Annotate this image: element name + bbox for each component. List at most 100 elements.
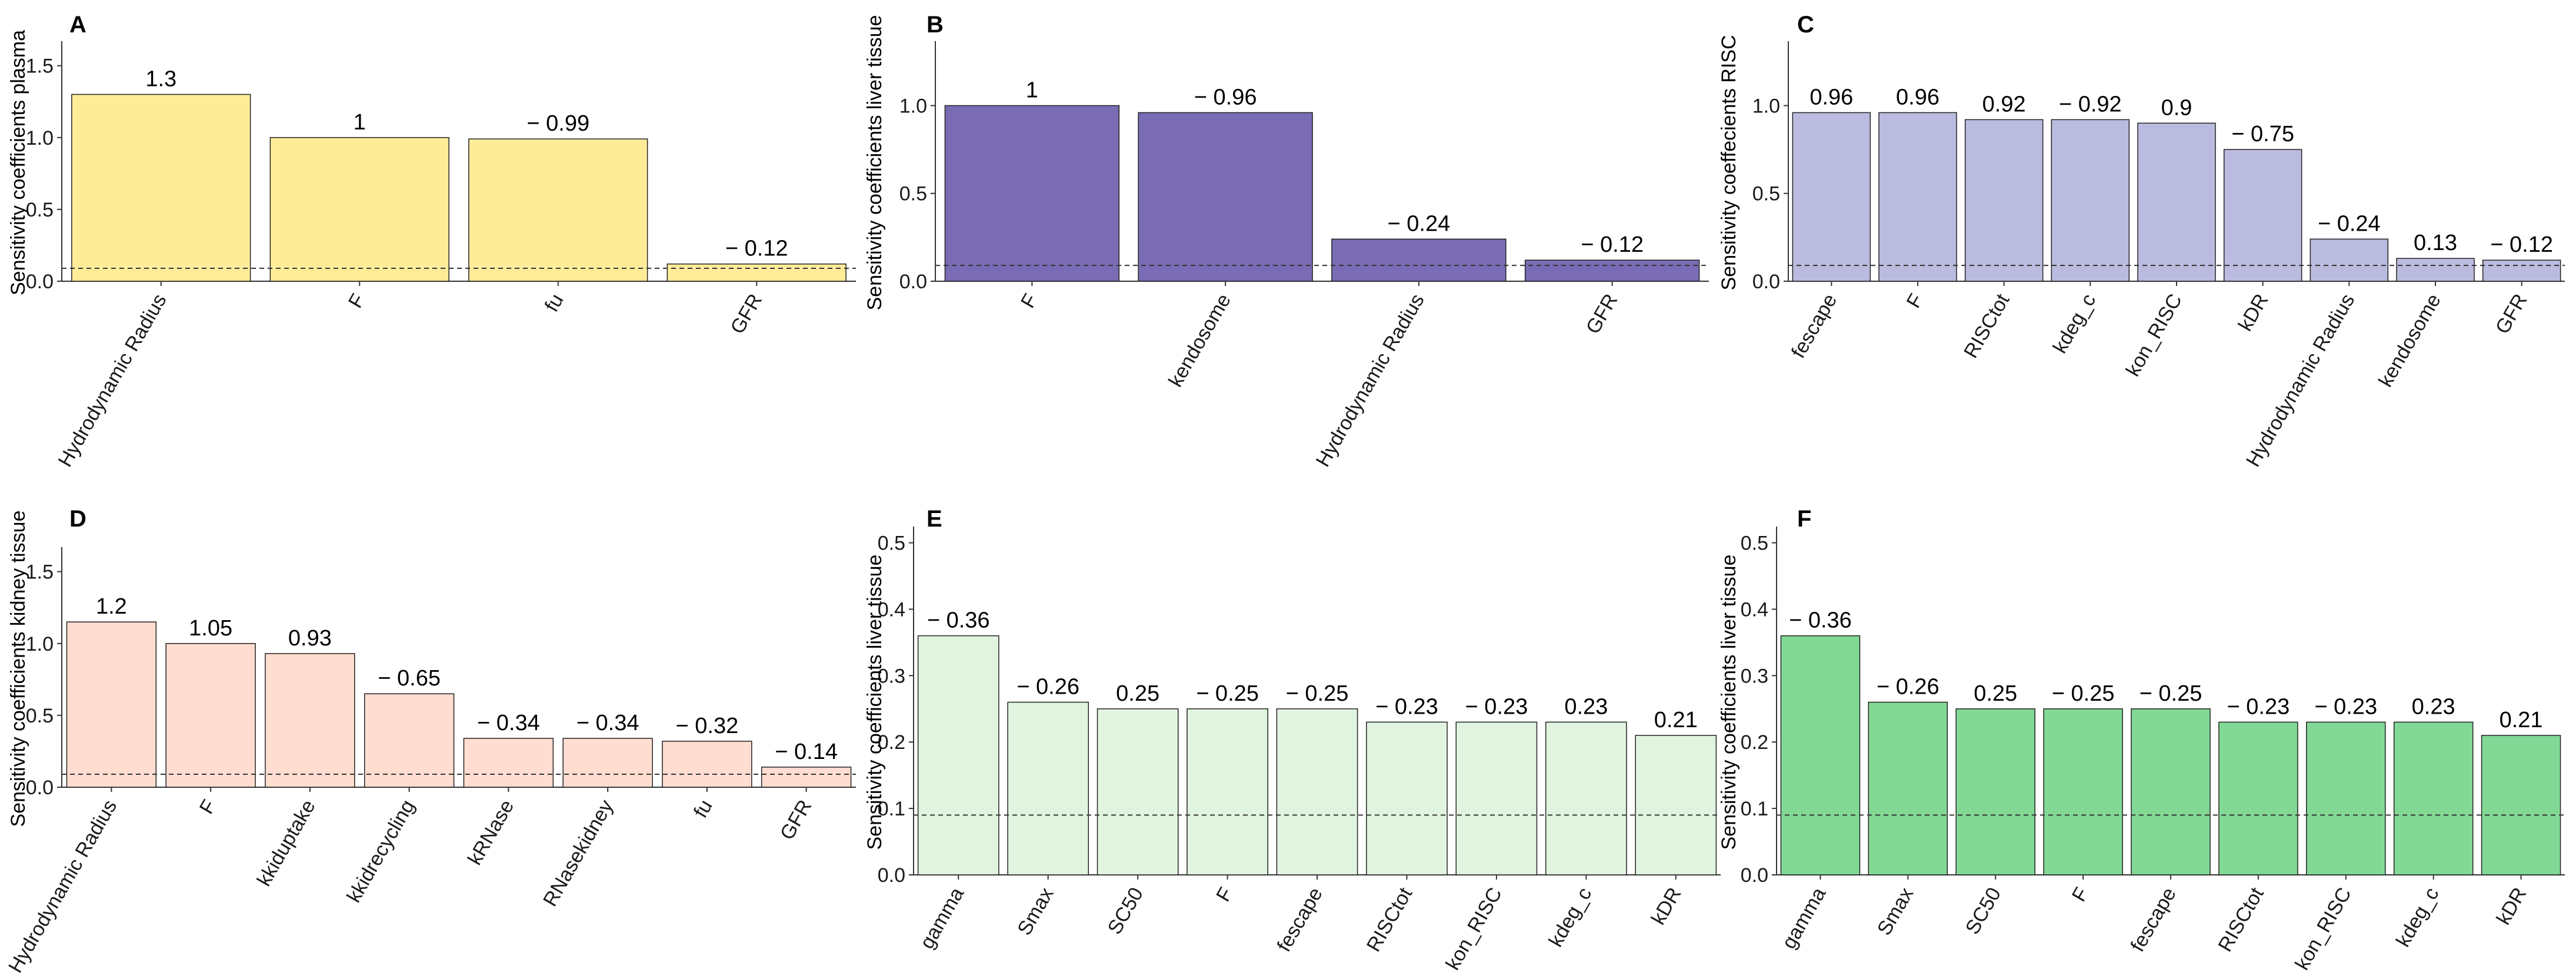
y-tick-label: 0.5 bbox=[26, 199, 54, 221]
bar bbox=[1868, 701, 1948, 875]
x-tick-label: GFR bbox=[1582, 290, 1622, 338]
x-tick-label: GFR bbox=[2491, 290, 2532, 338]
y-tick-label: 0.1 bbox=[1741, 798, 1768, 820]
y-tick-label: 0.4 bbox=[878, 598, 905, 621]
data-label: − 0.24 bbox=[2318, 211, 2381, 236]
data-label: 0.13 bbox=[2414, 231, 2457, 255]
x-tick-label: kdeg_c bbox=[2049, 290, 2101, 357]
data-label: − 0.34 bbox=[477, 711, 540, 735]
bar bbox=[1138, 112, 1313, 282]
data-label: − 0.25 bbox=[1196, 681, 1259, 706]
bar bbox=[1276, 708, 1358, 875]
y-axis-title: Sensitivity coefficients kidney tissue bbox=[7, 511, 29, 827]
panel-letter: B bbox=[927, 12, 944, 38]
y-axis-title: Sensitivity coefficients liver tissue bbox=[864, 554, 886, 850]
bar bbox=[2131, 708, 2211, 875]
data-label: − 0.92 bbox=[2059, 92, 2122, 116]
bar bbox=[1097, 708, 1179, 875]
x-tick-label: GFR bbox=[726, 290, 767, 338]
y-axis-title: Sensitivity coeffecients RISC bbox=[1718, 35, 1740, 291]
y-tick-label: 1.0 bbox=[1752, 95, 1780, 117]
data-label: 1.2 bbox=[96, 594, 127, 619]
bar bbox=[944, 105, 1120, 282]
x-tick-label: fu bbox=[541, 290, 568, 316]
bar bbox=[662, 741, 752, 788]
data-label: 0.21 bbox=[2500, 708, 2543, 732]
bar bbox=[1524, 259, 1700, 282]
bar bbox=[269, 137, 449, 282]
data-label: − 0.12 bbox=[1581, 232, 1644, 257]
bar bbox=[2137, 122, 2216, 282]
x-tick-label: Smax bbox=[1013, 884, 1058, 939]
x-tick-label: gamma bbox=[1778, 884, 1831, 953]
y-tick-label: 0.2 bbox=[878, 731, 905, 754]
y-tick-label: 0.5 bbox=[26, 705, 54, 727]
data-label: − 0.23 bbox=[2227, 694, 2290, 719]
data-label: 0.23 bbox=[1564, 694, 1608, 719]
panel-letter: D bbox=[69, 506, 86, 532]
x-tick-label: SC50 bbox=[1961, 884, 2005, 938]
bar bbox=[1878, 112, 1957, 282]
y-tick-label: 0.2 bbox=[1741, 731, 1768, 754]
bar bbox=[1955, 708, 2035, 875]
bar bbox=[1455, 721, 1538, 875]
y-tick-label: 1.0 bbox=[26, 633, 54, 655]
data-label: 0.96 bbox=[1896, 85, 1940, 109]
data-label: 0.9 bbox=[2161, 95, 2192, 120]
data-label: − 0.23 bbox=[2314, 694, 2377, 719]
data-label: 0.92 bbox=[1982, 92, 2026, 116]
x-tick-label: kDR bbox=[2234, 290, 2273, 335]
bar bbox=[2481, 735, 2561, 875]
data-label: 1.3 bbox=[145, 66, 176, 91]
bar bbox=[667, 263, 847, 282]
x-tick-label: F bbox=[1212, 884, 1237, 905]
bar bbox=[165, 643, 256, 788]
y-tick-label: 0.0 bbox=[1741, 864, 1768, 887]
panel-b: B 0.0 0.5 1.0 Sensitivity coefficients liver… bbox=[864, 12, 1709, 471]
bar bbox=[1545, 721, 1627, 875]
bar bbox=[1331, 238, 1507, 282]
y-tick-label: 0.5 bbox=[1741, 532, 1768, 555]
x-tick-label: kendosome bbox=[2374, 290, 2445, 391]
data-label: − 0.34 bbox=[576, 711, 639, 735]
bar bbox=[1366, 721, 1448, 875]
y-tick-label: 1.0 bbox=[26, 127, 54, 149]
x-tick-label: fescape bbox=[1272, 884, 1327, 955]
data-label: − 0.26 bbox=[1017, 675, 1079, 700]
data-label: 0.21 bbox=[1654, 708, 1698, 732]
data-label: − 0.65 bbox=[378, 666, 441, 691]
y-tick-label: 0.3 bbox=[1741, 665, 1768, 687]
x-tick-label: kon_RISC bbox=[2122, 290, 2187, 380]
y-tick-label: 0.4 bbox=[1741, 598, 1768, 621]
data-label: − 0.12 bbox=[725, 237, 788, 261]
data-label: − 0.12 bbox=[2490, 232, 2553, 257]
bar bbox=[2306, 721, 2386, 875]
data-label: 1.05 bbox=[189, 616, 232, 641]
y-tick-label: 0.0 bbox=[878, 864, 905, 887]
bar bbox=[562, 738, 653, 788]
x-tick-label: kdeg_c bbox=[2392, 884, 2444, 951]
bar bbox=[1007, 701, 1089, 875]
bar bbox=[71, 94, 251, 282]
data-label: − 0.96 bbox=[1194, 85, 1257, 109]
y-axis-title: Sensitivity coefficients liver tissue bbox=[864, 15, 886, 310]
y-tick-label: 0.3 bbox=[878, 665, 905, 687]
y-tick-label: 1.0 bbox=[899, 95, 927, 117]
bar bbox=[265, 653, 355, 788]
bar bbox=[2310, 238, 2389, 282]
x-tick-label: kDR bbox=[1647, 884, 1686, 928]
x-tick-label: RISCtot bbox=[1362, 884, 1417, 956]
bar bbox=[364, 693, 455, 788]
y-tick-label: 1.5 bbox=[26, 561, 54, 584]
x-tick-label: RISCtot bbox=[1960, 290, 2014, 362]
x-tick-label: kDR bbox=[2492, 884, 2531, 928]
bar bbox=[1964, 119, 2044, 282]
panel-letter: C bbox=[1797, 12, 1814, 38]
x-tick-label: fescape bbox=[2126, 884, 2180, 955]
bar bbox=[917, 635, 999, 875]
x-tick-label: F bbox=[195, 796, 221, 818]
